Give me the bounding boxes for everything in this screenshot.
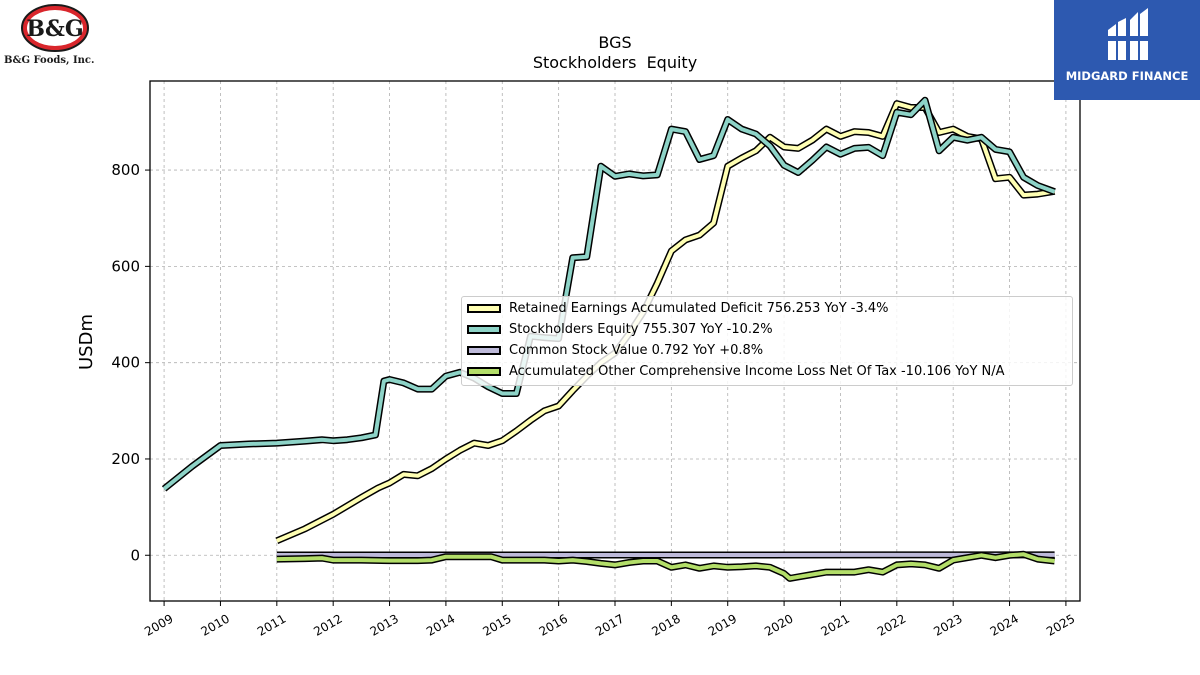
- chart-subtitle: Stockholders Equity: [533, 53, 697, 72]
- y-tick-label: 0: [130, 546, 140, 564]
- legend-item-aoci: Accumulated Other Comprehensive Income L…: [462, 362, 1072, 382]
- series-line: [162, 98, 1056, 491]
- y-tick-label: 600: [111, 257, 140, 275]
- x-tick-label: 2015: [480, 611, 513, 638]
- publisher-name: MIDGARD FINANCE: [1065, 69, 1189, 83]
- midgard-logo-icon: [1108, 8, 1148, 60]
- series-outline: [161, 96, 1056, 492]
- y-axis-label: USDm: [76, 314, 97, 370]
- x-tick-label: 2014: [424, 611, 457, 638]
- legend-swatch-retained-earnings: [467, 304, 501, 313]
- legend-item-retained-earnings: Retained Earnings Accumulated Deficit 75…: [462, 299, 1072, 319]
- company-logo: B&G B&G Foods, Inc.: [0, 0, 112, 72]
- x-tick-label: 2020: [762, 611, 795, 638]
- x-tick-label: 2013: [368, 611, 401, 638]
- legend-swatch-aoci: [467, 367, 501, 376]
- x-tick-label: 2011: [255, 611, 288, 638]
- legend-label-aoci: Accumulated Other Comprehensive Income L…: [509, 364, 1005, 379]
- x-tick-label: 2009: [142, 611, 175, 638]
- x-tick-label: 2017: [593, 611, 626, 638]
- x-tick-label: 2021: [819, 611, 852, 638]
- y-tick-label: 400: [111, 354, 140, 372]
- logo-mark: B&G: [26, 16, 83, 42]
- series-lines: [161, 96, 1056, 582]
- chart-title: BGS: [598, 33, 631, 52]
- x-tick-label: 2012: [311, 611, 344, 638]
- x-tick-label: 2022: [875, 611, 908, 638]
- legend-swatch-common-stock: [467, 346, 501, 355]
- legend-label-common-stock: Common Stock Value 0.792 YoY +0.8%: [509, 343, 764, 358]
- bg-logo-icon: B&G: [21, 4, 89, 52]
- x-tick-label: 2023: [931, 611, 964, 638]
- x-tick-label: 2010: [199, 611, 232, 638]
- x-tick-label: 2019: [706, 611, 739, 638]
- legend-swatch-stockholders-equity: [467, 325, 501, 334]
- legend-item-stockholders-equity: Stockholders Equity 755.307 YoY -10.2%: [462, 320, 1072, 340]
- y-tick-label: 800: [111, 161, 140, 179]
- x-tick-label: 2025: [1044, 611, 1077, 638]
- x-tick-label: 2016: [537, 611, 570, 638]
- legend-label-retained-earnings: Retained Earnings Accumulated Deficit 75…: [509, 301, 889, 316]
- legend-item-common-stock: Common Stock Value 0.792 YoY +0.8%: [462, 341, 1072, 361]
- y-tick-label: 200: [111, 450, 140, 468]
- x-tick-label: 2024: [988, 611, 1021, 638]
- legend: Retained Earnings Accumulated Deficit 75…: [461, 296, 1073, 386]
- legend-label-stockholders-equity: Stockholders Equity 755.307 YoY -10.2%: [509, 322, 773, 337]
- plot-frame: [149, 80, 1081, 602]
- x-tick-label: 2018: [649, 611, 682, 638]
- series-line: [276, 552, 1055, 581]
- publisher-logo: MIDGARD FINANCE: [1054, 0, 1200, 100]
- company-name: B&G Foods, Inc.: [4, 55, 95, 66]
